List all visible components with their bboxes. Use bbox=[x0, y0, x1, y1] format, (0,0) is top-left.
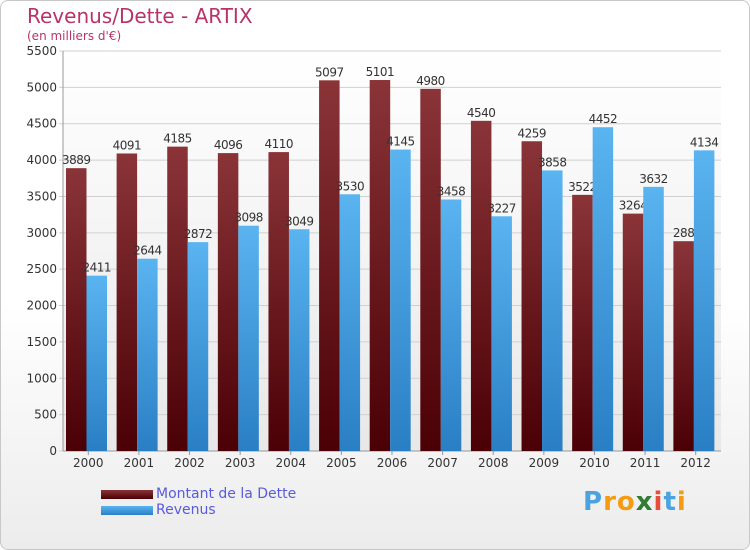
x-tick-label: 2005 bbox=[326, 456, 357, 470]
logo-letter: x bbox=[635, 487, 654, 517]
x-tick-label: 2000 bbox=[73, 456, 104, 470]
bar-dette bbox=[217, 153, 239, 452]
x-tick-label: 2006 bbox=[377, 456, 408, 470]
bar-dette bbox=[673, 241, 694, 451]
data-label-revenus: 3632 bbox=[639, 172, 668, 186]
chart-subtitle: (en milliers d'€) bbox=[27, 29, 122, 43]
x-tick-label: 2001 bbox=[124, 456, 155, 470]
y-tick-label: 5500 bbox=[26, 44, 57, 58]
y-tick-label: 5000 bbox=[26, 80, 57, 94]
y-tick-label: 1000 bbox=[26, 371, 57, 385]
x-tick-label: 2011 bbox=[630, 456, 661, 470]
x-tick-label: 2010 bbox=[579, 456, 610, 470]
data-label-revenus: 2644 bbox=[133, 244, 162, 258]
data-label-revenus: 3049 bbox=[285, 214, 314, 228]
data-label-revenus: 4452 bbox=[589, 112, 618, 126]
data-label-dette: 4980 bbox=[416, 74, 445, 88]
logo-letter: i bbox=[653, 487, 664, 517]
y-tick-label: 3500 bbox=[26, 189, 57, 203]
data-label-revenus: 3098 bbox=[234, 211, 263, 225]
bar-dette bbox=[470, 120, 492, 452]
data-label-revenus: 4134 bbox=[690, 135, 719, 149]
data-label-dette: 4259 bbox=[518, 126, 547, 140]
data-label-dette: 288 bbox=[673, 226, 694, 240]
data-label-revenus: 3858 bbox=[538, 155, 567, 169]
y-tick-label: 0 bbox=[49, 444, 57, 458]
x-tick-label: 2007 bbox=[427, 456, 458, 470]
data-label-dette: 3264 bbox=[619, 199, 648, 213]
bar-dette bbox=[521, 141, 543, 451]
bar-dette bbox=[167, 146, 188, 452]
y-tick-label: 4000 bbox=[26, 153, 57, 167]
data-label-dette: 5097 bbox=[315, 65, 344, 79]
bar-revenus bbox=[542, 170, 563, 451]
chart-title: Revenus/Dette - ARTIX bbox=[27, 4, 253, 28]
legend-label-dette: Montant de la Dette bbox=[156, 486, 297, 502]
data-label-dette: 4091 bbox=[113, 138, 142, 152]
bar-dette bbox=[572, 194, 593, 451]
bar-dette bbox=[66, 168, 87, 451]
bar-revenus bbox=[491, 216, 512, 451]
data-label-dette: 5101 bbox=[366, 65, 395, 79]
bar-dette bbox=[116, 153, 138, 452]
bar-dette bbox=[420, 88, 441, 452]
bar-revenus bbox=[137, 258, 158, 451]
bar-dette bbox=[319, 80, 340, 452]
bar-revenus bbox=[390, 149, 411, 451]
legend-swatch-revenus bbox=[101, 506, 153, 515]
data-label-revenus: 3458 bbox=[437, 185, 466, 199]
y-tick-label: 1500 bbox=[26, 335, 57, 349]
logo-letter: o bbox=[616, 487, 636, 517]
legend-label-revenus: Revenus bbox=[156, 502, 216, 518]
y-tick-label: 500 bbox=[34, 408, 57, 422]
bar-revenus bbox=[187, 242, 209, 451]
data-label-dette: 3889 bbox=[62, 153, 91, 167]
logo-letter: t bbox=[663, 487, 677, 517]
bar-revenus bbox=[592, 127, 614, 451]
bar-revenus bbox=[693, 150, 715, 451]
data-label-dette: 4110 bbox=[264, 137, 293, 151]
x-tick-label: 2004 bbox=[275, 456, 306, 470]
bar-revenus bbox=[86, 275, 107, 451]
data-label-dette: 4185 bbox=[163, 132, 192, 146]
x-tick-label: 2008 bbox=[478, 456, 509, 470]
logo-letter: P bbox=[583, 487, 604, 517]
x-tick-label: 2002 bbox=[174, 456, 205, 470]
logo-letter: r bbox=[603, 487, 617, 517]
data-label-revenus: 2411 bbox=[82, 261, 111, 275]
data-label-revenus: 3530 bbox=[336, 179, 365, 193]
y-tick-label: 3000 bbox=[26, 226, 57, 240]
proxiti-logo: Proxiti bbox=[583, 487, 687, 517]
bar-revenus bbox=[238, 225, 259, 451]
y-tick-label: 2000 bbox=[26, 299, 57, 313]
data-label-revenus: 2872 bbox=[184, 227, 213, 241]
data-label-revenus: 4145 bbox=[386, 135, 415, 149]
x-tick-label: 2003 bbox=[225, 456, 256, 470]
bar-revenus bbox=[440, 199, 462, 451]
bar-dette bbox=[268, 152, 289, 451]
y-tick-label: 4500 bbox=[26, 117, 57, 131]
bar-dette bbox=[369, 80, 391, 451]
data-label-revenus: 3227 bbox=[487, 201, 516, 215]
logo-letter: i bbox=[676, 487, 687, 517]
bar-revenus bbox=[339, 194, 361, 452]
x-tick-label: 2012 bbox=[680, 456, 711, 470]
x-tick-label: 2009 bbox=[529, 456, 560, 470]
data-label-dette: 4096 bbox=[214, 138, 243, 152]
bar-revenus bbox=[288, 229, 310, 451]
data-label-dette: 3522 bbox=[568, 180, 597, 194]
legend-swatch-dette bbox=[101, 490, 153, 499]
y-tick-label: 2500 bbox=[26, 262, 57, 276]
data-label-dette: 4540 bbox=[467, 106, 496, 120]
bar-revenus bbox=[643, 186, 664, 451]
bar-dette bbox=[622, 213, 644, 451]
